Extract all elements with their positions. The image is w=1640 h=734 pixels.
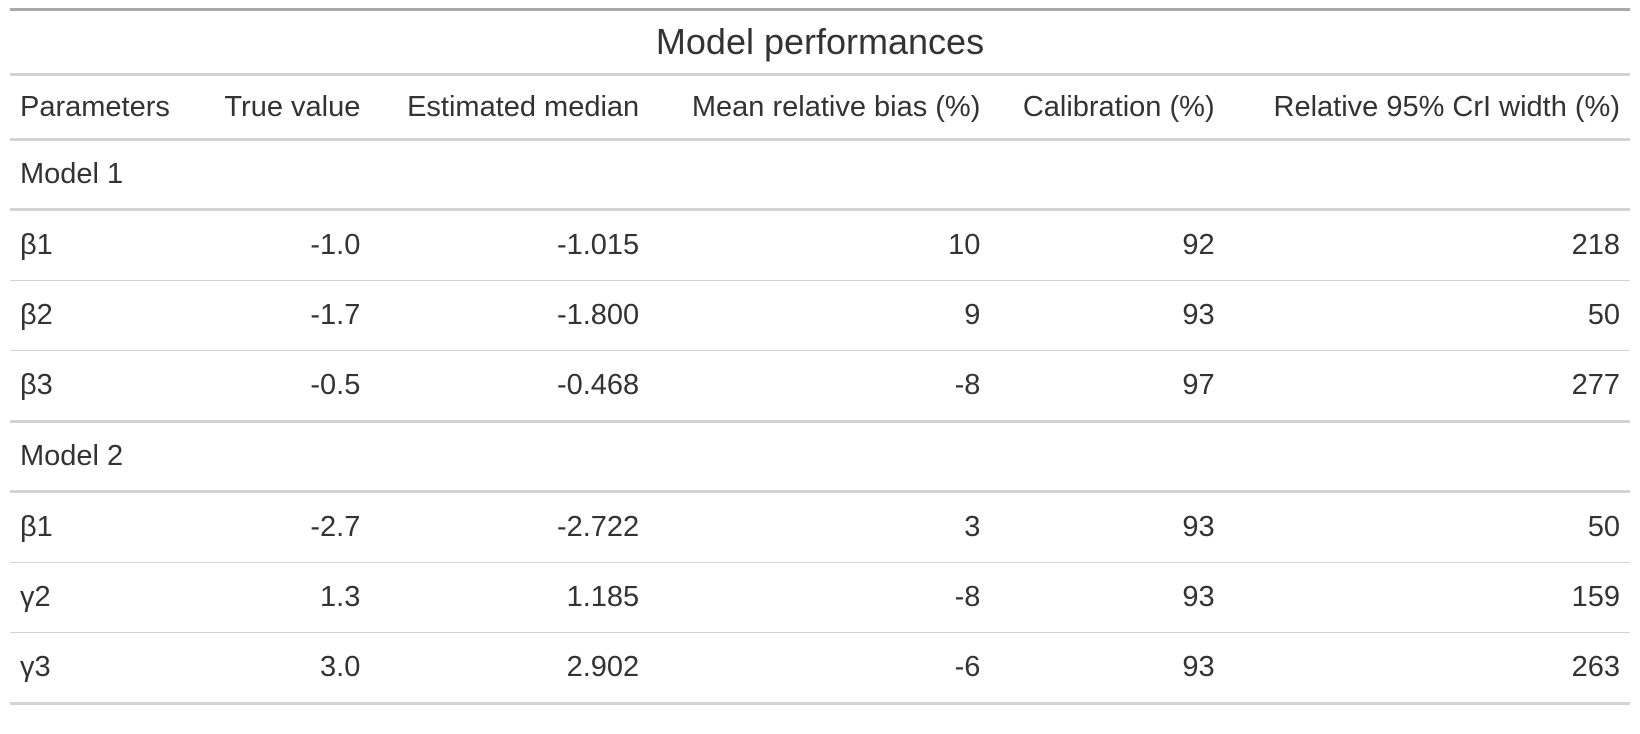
cell-mean-relative-bias: -6	[649, 632, 991, 705]
cell-mean-relative-bias: 10	[649, 209, 991, 281]
cell-true-value: 1.3	[197, 562, 371, 633]
column-header-parameters: Parameters	[10, 74, 198, 141]
cell-mean-relative-bias: -8	[649, 350, 991, 423]
cell-calibration: 93	[990, 491, 1225, 563]
cell-mean-relative-bias: -8	[649, 562, 991, 633]
column-header-relative-cri-width: Relative 95% CrI width (%)	[1224, 74, 1630, 141]
column-header-mean-relative-bias: Mean relative bias (%)	[649, 74, 991, 141]
table-row: β1 -1.0 -1.015 10 92 218	[10, 209, 1630, 281]
cell-relative-cri-width: 159	[1224, 562, 1630, 633]
cell-estimated-median: -0.468	[370, 350, 650, 423]
group-row-model-2: Model 2	[10, 421, 1630, 493]
cell-estimated-median: -1.800	[370, 280, 650, 351]
cell-relative-cri-width: 50	[1224, 491, 1630, 563]
cell-true-value: -1.7	[197, 280, 371, 351]
table-title-row: Model performances	[10, 9, 1630, 76]
cell-estimated-median: -2.722	[370, 491, 650, 563]
cell-calibration: 92	[990, 209, 1225, 281]
cell-parameter: β2	[10, 280, 198, 351]
cell-parameter: γ2	[10, 562, 198, 633]
cell-calibration: 93	[990, 632, 1225, 705]
cell-estimated-median: 1.185	[370, 562, 650, 633]
table-row: γ2 1.3 1.185 -8 93 159	[10, 562, 1630, 633]
cell-parameter: β1	[10, 209, 198, 281]
table-row: γ3 3.0 2.902 -6 93 263	[10, 632, 1630, 705]
cell-relative-cri-width: 277	[1224, 350, 1630, 423]
cell-calibration: 97	[990, 350, 1225, 423]
column-header-calibration: Calibration (%)	[990, 74, 1225, 141]
column-header-true-value: True value	[197, 74, 371, 141]
cell-relative-cri-width: 218	[1224, 209, 1630, 281]
cell-true-value: 3.0	[197, 632, 371, 705]
column-header-row: Parameters True value Estimated median M…	[10, 74, 1630, 141]
cell-calibration: 93	[990, 280, 1225, 351]
cell-mean-relative-bias: 9	[649, 280, 991, 351]
cell-estimated-median: -1.015	[370, 209, 650, 281]
cell-true-value: -0.5	[197, 350, 371, 423]
table-row: β2 -1.7 -1.800 9 93 50	[10, 280, 1630, 351]
table-title: Model performances	[10, 9, 1630, 76]
group-label: Model 1	[10, 139, 1630, 211]
table-row: β1 -2.7 -2.722 3 93 50	[10, 491, 1630, 563]
cell-parameter: γ3	[10, 632, 198, 705]
cell-true-value: -2.7	[197, 491, 371, 563]
cell-relative-cri-width: 50	[1224, 280, 1630, 351]
cell-true-value: -1.0	[197, 209, 371, 281]
results-table-container: Model performances Parameters True value…	[10, 8, 1630, 705]
cell-estimated-median: 2.902	[370, 632, 650, 705]
column-header-estimated-median: Estimated median	[370, 74, 650, 141]
group-label: Model 2	[10, 421, 1630, 493]
cell-mean-relative-bias: 3	[649, 491, 991, 563]
cell-parameter: β1	[10, 491, 198, 563]
model-performance-table: Model performances Parameters True value…	[10, 8, 1630, 705]
table-row: β3 -0.5 -0.468 -8 97 277	[10, 350, 1630, 423]
group-row-model-1: Model 1	[10, 139, 1630, 211]
cell-relative-cri-width: 263	[1224, 632, 1630, 705]
cell-calibration: 93	[990, 562, 1225, 633]
cell-parameter: β3	[10, 350, 198, 423]
